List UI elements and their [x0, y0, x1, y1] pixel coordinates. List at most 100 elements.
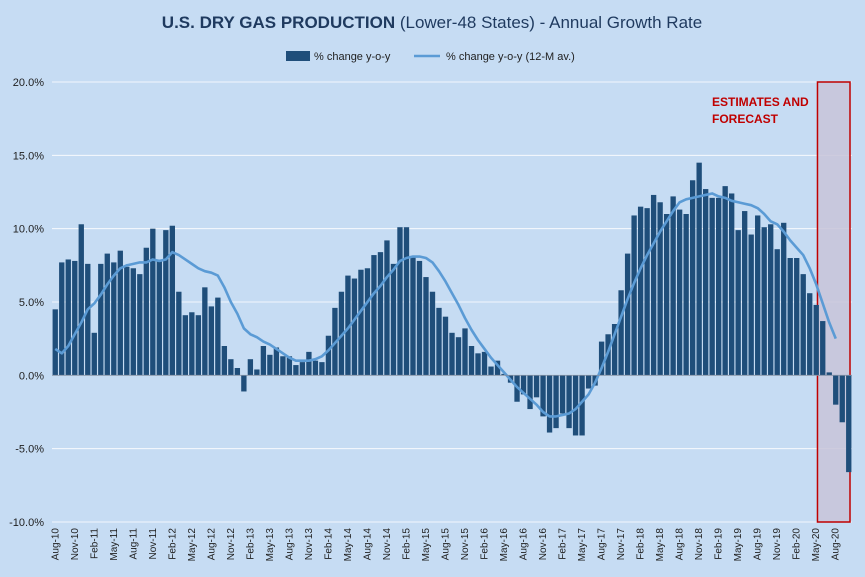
bar: [65, 259, 71, 376]
bar: [794, 258, 800, 376]
bar: [670, 196, 676, 376]
x-tick-label: Feb-17: [558, 528, 569, 560]
bar: [338, 291, 345, 376]
x-tick-label: Aug-15: [440, 528, 451, 561]
bar: [618, 290, 624, 376]
bar: [91, 332, 97, 376]
bar: [553, 375, 559, 429]
bar: [436, 307, 442, 376]
bar: [117, 250, 123, 376]
bar: [124, 266, 130, 376]
bar: [143, 247, 149, 376]
bar: [533, 375, 540, 398]
bar: [761, 227, 767, 376]
x-tick-label: Nov-15: [460, 528, 471, 561]
x-tick-label: Aug-17: [597, 528, 608, 561]
x-tick-label: Nov-10: [70, 528, 81, 561]
bar: [228, 359, 234, 376]
bar: [319, 362, 325, 376]
y-tick-label: 15.0%: [13, 150, 44, 162]
bar: [247, 359, 254, 376]
bar: [345, 275, 351, 376]
x-tick-label: May-19: [733, 528, 744, 562]
bar: [774, 249, 780, 376]
bar: [716, 197, 722, 376]
bar: [72, 260, 78, 376]
bar: [598, 341, 605, 376]
bar: [377, 252, 384, 376]
x-tick-label: Nov-17: [616, 528, 627, 561]
bar: [826, 372, 832, 376]
y-tick-label: -10.0%: [9, 517, 44, 529]
bar: [260, 346, 267, 376]
bar: [267, 354, 273, 376]
bar: [137, 274, 143, 376]
x-tick-label: Aug-12: [206, 528, 217, 561]
bar: [423, 277, 429, 376]
bar: [280, 356, 286, 376]
bar: [501, 373, 507, 376]
bar: [729, 193, 735, 376]
x-tick-label: Feb-18: [636, 528, 647, 560]
annotation-line-1: ESTIMATES AND: [712, 95, 809, 109]
bar: [221, 346, 228, 376]
bar: [254, 369, 260, 376]
y-tick-label: 0.0%: [19, 370, 44, 382]
bar: [494, 360, 501, 376]
bar: [306, 351, 312, 376]
bar: [572, 375, 579, 436]
bar: [624, 253, 631, 376]
annotation-line-2: FORECAST: [712, 112, 779, 126]
x-tick-label: May-20: [811, 528, 822, 562]
bar: [390, 263, 397, 376]
bar: [579, 375, 585, 436]
x-tick-label: May-15: [421, 528, 432, 562]
bar: [787, 258, 793, 376]
x-tick-label: Feb-11: [89, 528, 100, 559]
legend-label-line: % change y-o-y (12-M av.): [446, 51, 575, 63]
bar: [163, 230, 169, 376]
bar: [52, 309, 58, 376]
x-tick-label: Aug-11: [128, 528, 139, 560]
x-tick-label: Aug-16: [519, 528, 530, 561]
bar: [807, 293, 813, 376]
x-tick-label: Nov-18: [694, 528, 705, 561]
bar: [351, 278, 358, 376]
bar: [683, 214, 689, 376]
bar: [748, 234, 754, 376]
bar: [59, 262, 65, 376]
bar: [104, 253, 110, 376]
bar: [299, 362, 306, 376]
bar: [833, 375, 839, 405]
x-tick-label: Nov-13: [304, 528, 315, 561]
bar: [702, 189, 709, 376]
bar: [650, 194, 657, 376]
bar: [520, 375, 527, 395]
line-series-12m-average: [54, 192, 837, 418]
bar: [195, 315, 202, 376]
x-tick-label: May-14: [343, 528, 354, 562]
bar: [455, 337, 462, 376]
x-tick-label: May-11: [109, 528, 120, 561]
bar: [585, 375, 592, 389]
x-tick-label: Nov-16: [538, 528, 549, 561]
bar: [846, 375, 852, 473]
bar: [820, 321, 826, 376]
x-tick-label: Feb-19: [714, 528, 725, 560]
bar: [462, 328, 468, 376]
chart-title-rest: (Lower-48 States) - Annual Growth Rate: [395, 13, 702, 32]
bar: [202, 287, 208, 376]
bar: [742, 211, 748, 376]
x-axis-tick-labels: Aug-10 Nov-10 Feb-11 May-11 Aug-11 Nov-11 Feb-…: [50, 528, 841, 562]
legend-label-bar: % change y-o-y: [314, 51, 391, 63]
bar: [781, 222, 787, 376]
bar: [208, 306, 215, 376]
bar: [566, 375, 572, 429]
bar: [637, 206, 644, 376]
chart-title: U.S. DRY GAS PRODUCTION (Lower-48 States…: [162, 13, 702, 32]
x-tick-label: Nov-14: [382, 528, 393, 561]
x-tick-label: Feb-14: [323, 528, 334, 560]
bar: [709, 197, 715, 376]
bar: [176, 291, 182, 376]
x-tick-label: Aug-20: [831, 528, 842, 561]
